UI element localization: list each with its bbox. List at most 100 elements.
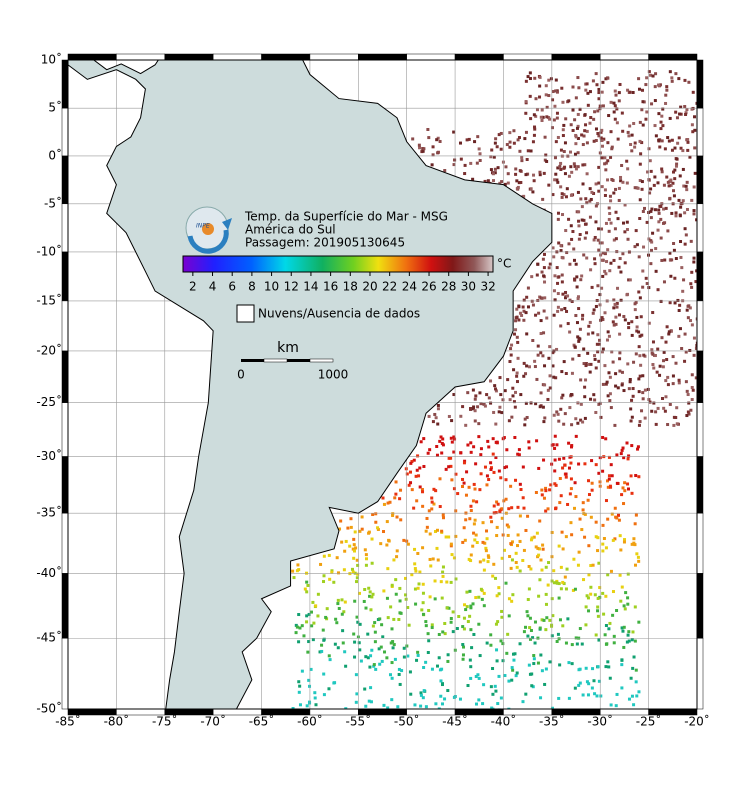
sst-pixel [604,437,608,441]
sst-pixel [342,610,346,614]
sst-pixel [617,518,621,522]
sst-pixel [640,108,644,112]
sst-pixel [636,445,640,449]
sst-pixel [426,451,430,455]
sst-pixel [513,405,517,409]
sst-pixel [626,167,630,171]
sst-pixel [414,569,418,573]
sst-pixel [674,214,678,218]
sst-pixel [472,531,476,535]
sst-pixel [436,136,440,140]
sst-pixel [589,197,593,201]
sst-pixel [428,557,432,561]
sst-pixel [426,632,430,636]
sst-pixel [513,435,517,439]
sst-pixel [563,575,567,579]
sst-pixel [600,227,604,231]
sst-pixel [659,217,663,221]
sst-pixel [555,347,559,351]
sst-pixel [494,689,498,693]
sst-pixel [352,543,356,547]
sst-pixel [372,664,376,668]
sst-pixel [528,77,532,81]
sst-pixel [684,233,688,237]
sst-pixel [485,474,489,478]
sst-pixel [594,304,598,308]
sst-pixel [596,614,600,618]
sst-pixel [552,118,556,122]
sst-pixel [431,153,435,157]
sst-pixel [560,280,564,284]
sst-pixel [354,580,358,584]
sst-pixel [522,298,526,302]
sst-pixel [565,567,569,571]
sst-pixel [695,269,697,273]
sst-pixel [509,484,513,488]
sst-pixel [620,383,624,387]
sst-pixel [606,573,610,577]
sst-pixel [604,594,608,598]
sst-pixel [670,138,674,142]
sst-pixel [529,567,533,571]
sst-pixel [469,559,473,563]
sst-pixel [630,444,634,448]
sst-pixel [471,388,475,392]
sst-pixel [358,648,362,652]
sst-pixel [533,620,537,624]
sst-pixel [416,551,420,555]
sst-pixel [601,144,605,148]
sst-pixel [638,334,642,338]
sst-pixel [592,393,596,397]
sst-pixel [404,467,408,471]
sst-pixel [672,194,676,198]
sst-pixel [607,229,611,233]
sst-pixel [340,612,344,616]
sst-pixel [500,615,504,619]
sst-pixel [417,474,421,478]
sst-pixel [674,110,678,114]
sst-pixel [664,395,668,399]
sst-pixel [586,103,590,107]
sst-pixel [536,546,540,550]
sst-pixel [543,296,547,300]
sst-pixel [544,486,548,490]
sst-pixel [567,696,571,700]
sst-pixel [654,247,658,251]
sst-pixel [568,455,572,459]
sst-pixel [434,702,438,706]
sst-pixel [496,702,500,706]
sst-pixel [451,610,455,614]
sst-pixel [420,608,424,612]
sst-pixel [594,633,598,637]
sst-pixel [532,179,536,183]
sst-pixel [676,141,680,145]
sst-pixel [633,186,637,190]
sst-pixel [561,624,565,628]
sst-pixel [625,181,629,185]
sst-pixel [623,538,627,542]
sst-pixel [328,577,332,581]
sst-pixel [633,308,637,312]
sst-pixel [694,280,697,284]
sst-pixel [586,91,590,95]
sst-pixel [454,509,458,513]
sst-pixel [614,210,618,214]
sst-pixel [596,609,600,613]
sst-pixel [510,415,514,419]
sst-pixel [604,642,608,646]
sst-pixel [524,130,528,134]
sst-pixel [382,530,386,534]
colorbar-tick-label: 8 [248,280,256,294]
sst-pixel [598,586,602,590]
frame-segment [696,59,704,109]
sst-pixel [627,639,631,643]
sst-pixel [492,504,496,508]
sst-pixel [514,478,518,482]
sst-pixel [643,416,647,420]
sst-pixel [440,529,444,533]
sst-pixel [515,374,519,378]
sst-pixel [498,181,502,185]
sst-pixel [409,692,413,696]
sst-pixel [637,620,641,624]
sst-pixel [647,398,651,402]
